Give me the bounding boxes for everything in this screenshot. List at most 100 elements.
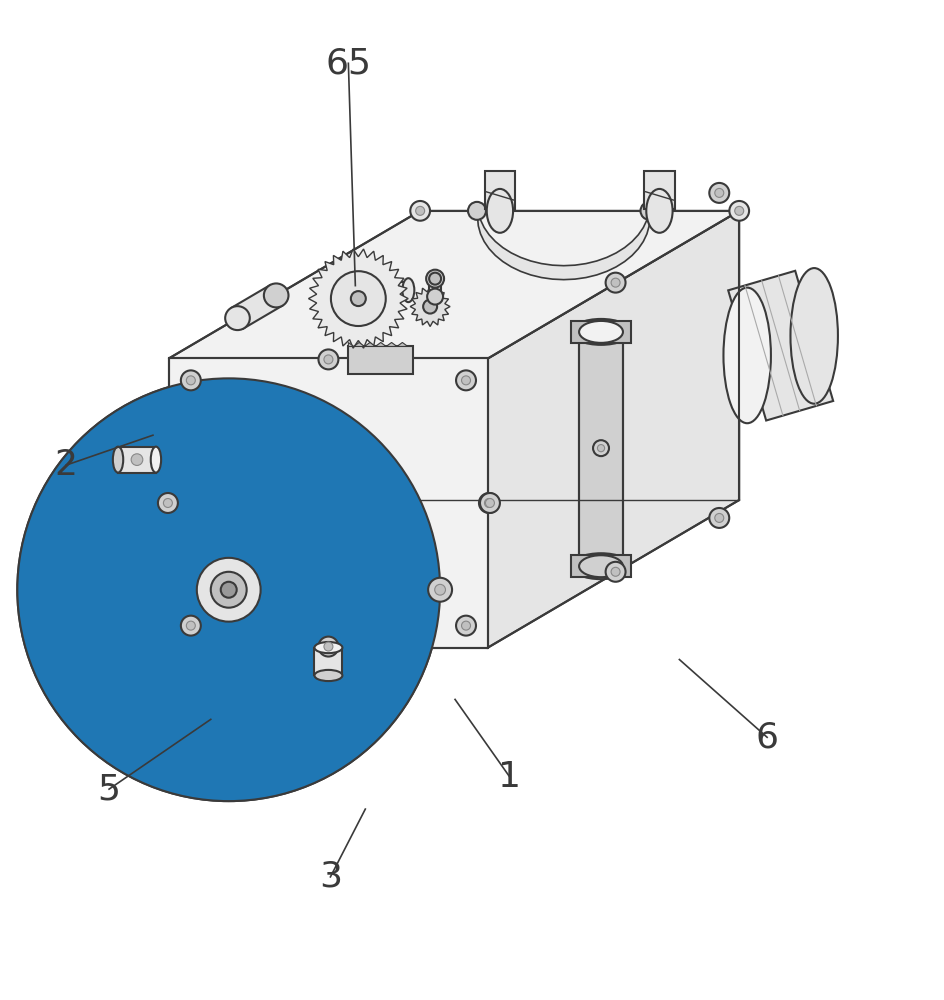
- Circle shape: [186, 621, 195, 630]
- Circle shape: [318, 349, 338, 369]
- Ellipse shape: [402, 278, 413, 302]
- Circle shape: [158, 493, 177, 513]
- Ellipse shape: [151, 447, 160, 473]
- Polygon shape: [352, 282, 408, 298]
- Circle shape: [330, 271, 385, 326]
- Circle shape: [611, 278, 619, 287]
- Polygon shape: [169, 211, 738, 358]
- Circle shape: [324, 355, 332, 364]
- Ellipse shape: [579, 321, 622, 343]
- Circle shape: [485, 499, 494, 507]
- Ellipse shape: [112, 447, 123, 473]
- Circle shape: [415, 206, 424, 215]
- Circle shape: [593, 440, 608, 456]
- Circle shape: [461, 376, 470, 385]
- Circle shape: [318, 637, 338, 657]
- Circle shape: [456, 616, 476, 636]
- Polygon shape: [194, 465, 238, 623]
- Polygon shape: [204, 497, 319, 615]
- Ellipse shape: [579, 321, 622, 343]
- Text: 5: 5: [97, 772, 121, 806]
- Circle shape: [350, 291, 365, 306]
- Circle shape: [186, 376, 195, 385]
- Circle shape: [221, 582, 236, 598]
- Circle shape: [709, 508, 729, 528]
- Polygon shape: [314, 648, 342, 675]
- Polygon shape: [579, 332, 622, 566]
- Ellipse shape: [314, 642, 342, 653]
- Polygon shape: [487, 211, 738, 648]
- Circle shape: [714, 188, 723, 197]
- Circle shape: [597, 445, 604, 452]
- Polygon shape: [118, 447, 156, 473]
- Ellipse shape: [579, 555, 622, 577]
- Circle shape: [729, 201, 749, 221]
- Polygon shape: [352, 282, 368, 317]
- Polygon shape: [348, 346, 413, 374]
- Circle shape: [29, 390, 428, 789]
- Polygon shape: [194, 581, 354, 622]
- Circle shape: [605, 562, 625, 582]
- Circle shape: [467, 202, 485, 220]
- Polygon shape: [570, 555, 631, 577]
- Polygon shape: [308, 249, 408, 348]
- Circle shape: [423, 300, 437, 314]
- Circle shape: [426, 270, 444, 288]
- Circle shape: [461, 621, 470, 630]
- Ellipse shape: [579, 555, 622, 577]
- Text: 1: 1: [497, 760, 521, 794]
- Circle shape: [479, 493, 498, 513]
- Polygon shape: [644, 171, 674, 209]
- Circle shape: [196, 558, 261, 622]
- Circle shape: [611, 567, 619, 576]
- Ellipse shape: [646, 189, 672, 233]
- Polygon shape: [231, 285, 282, 328]
- Polygon shape: [410, 287, 449, 327]
- Circle shape: [429, 273, 441, 285]
- Polygon shape: [348, 342, 413, 346]
- Ellipse shape: [350, 311, 370, 323]
- Circle shape: [733, 206, 743, 215]
- Circle shape: [324, 642, 332, 651]
- Circle shape: [17, 378, 440, 801]
- Circle shape: [410, 201, 430, 221]
- Polygon shape: [219, 556, 263, 715]
- Circle shape: [163, 499, 172, 507]
- Circle shape: [428, 578, 451, 602]
- Text: 6: 6: [755, 720, 778, 754]
- Polygon shape: [169, 358, 487, 648]
- Circle shape: [180, 370, 200, 390]
- Text: 3: 3: [318, 860, 342, 894]
- Ellipse shape: [789, 268, 837, 404]
- Circle shape: [480, 493, 499, 513]
- Circle shape: [131, 454, 143, 465]
- Circle shape: [180, 616, 200, 636]
- Circle shape: [484, 499, 493, 507]
- Circle shape: [709, 183, 729, 203]
- Polygon shape: [728, 271, 833, 421]
- Ellipse shape: [570, 319, 631, 345]
- Circle shape: [714, 513, 723, 522]
- Ellipse shape: [570, 553, 631, 579]
- Polygon shape: [429, 279, 441, 297]
- Circle shape: [456, 370, 476, 390]
- Circle shape: [605, 273, 625, 293]
- Polygon shape: [484, 171, 514, 209]
- Ellipse shape: [723, 288, 770, 423]
- Polygon shape: [477, 204, 649, 280]
- Polygon shape: [570, 321, 631, 343]
- Ellipse shape: [263, 283, 288, 307]
- Circle shape: [47, 408, 410, 771]
- Polygon shape: [138, 565, 253, 682]
- Text: 65: 65: [325, 46, 371, 80]
- Circle shape: [640, 202, 658, 220]
- Ellipse shape: [225, 306, 249, 330]
- Ellipse shape: [314, 670, 342, 681]
- Text: 2: 2: [55, 448, 77, 482]
- Circle shape: [434, 584, 445, 595]
- Circle shape: [427, 289, 443, 305]
- Circle shape: [211, 572, 246, 608]
- Polygon shape: [103, 558, 262, 598]
- Ellipse shape: [486, 189, 513, 233]
- Circle shape: [17, 378, 440, 801]
